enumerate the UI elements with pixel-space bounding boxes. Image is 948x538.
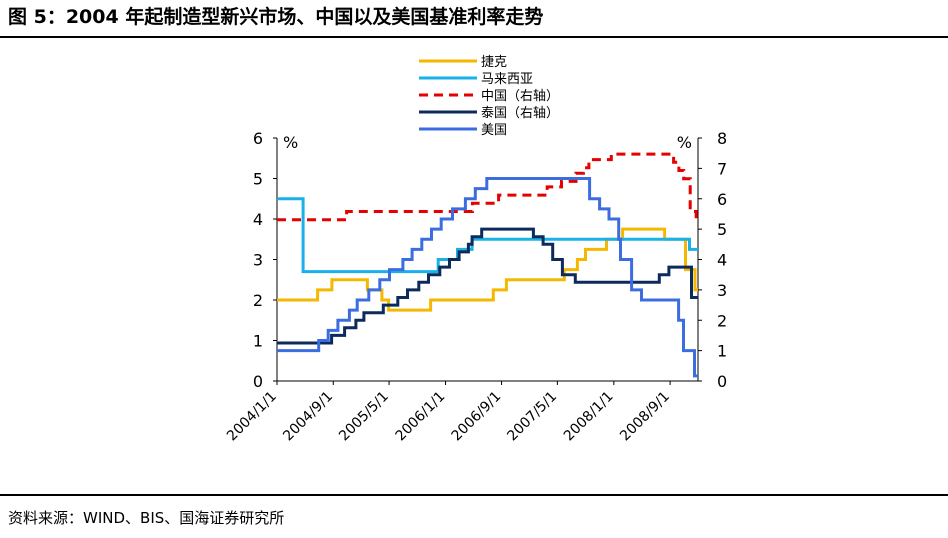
right-tick-label: 5 [717, 220, 727, 239]
series-layer [277, 152, 698, 378]
legend-label-4: 泰国（右轴） [481, 106, 559, 121]
legend-label-5: 美国 [481, 123, 507, 138]
right-tick-label: 4 [717, 251, 727, 270]
x-tick-label: 2008/9/1 [617, 389, 673, 445]
series-line-1 [277, 227, 698, 312]
right-unit-label: % [677, 133, 692, 152]
x-tick-label: 2006/9/1 [449, 389, 505, 445]
series-line-4 [277, 227, 698, 345]
x-tick-label: 2004/1/1 [224, 389, 280, 445]
source-divider [0, 494, 948, 496]
x-tick-label: 2005/5/1 [336, 389, 392, 445]
legend-label-2: 马来西亚 [481, 72, 533, 87]
left-tick-label: 2 [253, 291, 263, 310]
x-tick-label: 2006/1/1 [393, 389, 449, 445]
series-line-5 [277, 177, 698, 378]
left-tick-label: 1 [253, 332, 263, 351]
legend-label-3: 中国（右轴） [481, 89, 559, 104]
x-tick-label: 2004/9/1 [280, 389, 336, 445]
x-tick-label: 2007/5/1 [504, 389, 560, 445]
left-tick-label: 3 [253, 251, 263, 270]
left-unit-label: % [283, 133, 298, 152]
right-tick-label: 0 [717, 372, 727, 391]
right-tick-label: 7 [717, 159, 727, 178]
source-note: 资料来源：WIND、BIS、国海证券研究所 [8, 509, 285, 527]
left-tick-label: 0 [253, 372, 263, 391]
right-tick-label: 2 [717, 311, 727, 330]
series-line-2 [277, 197, 698, 274]
right-tick-label: 8 [717, 129, 727, 148]
axes: 0 1 2 3 4 5 6 % 0 1 2 3 4 5 6 7 8% 2004/1/1 2004/9/1 2005/5… [224, 129, 727, 444]
left-tick-label: 5 [253, 170, 263, 189]
figure-title: 图 5：2004 年起制造型新兴市场、中国以及美国基准利率走势 [8, 6, 544, 28]
series-line-3 [277, 152, 698, 222]
x-tick-label: 2008/1/1 [561, 389, 617, 445]
title-divider [0, 36, 948, 38]
right-tick-label: 6 [717, 190, 727, 209]
right-tick-label: 1 [717, 342, 727, 361]
right-tick-label: 3 [717, 281, 727, 300]
legend-label-1: 捷克 [481, 55, 507, 70]
left-tick-label: 4 [253, 210, 263, 229]
left-tick-label: 6 [253, 129, 263, 148]
